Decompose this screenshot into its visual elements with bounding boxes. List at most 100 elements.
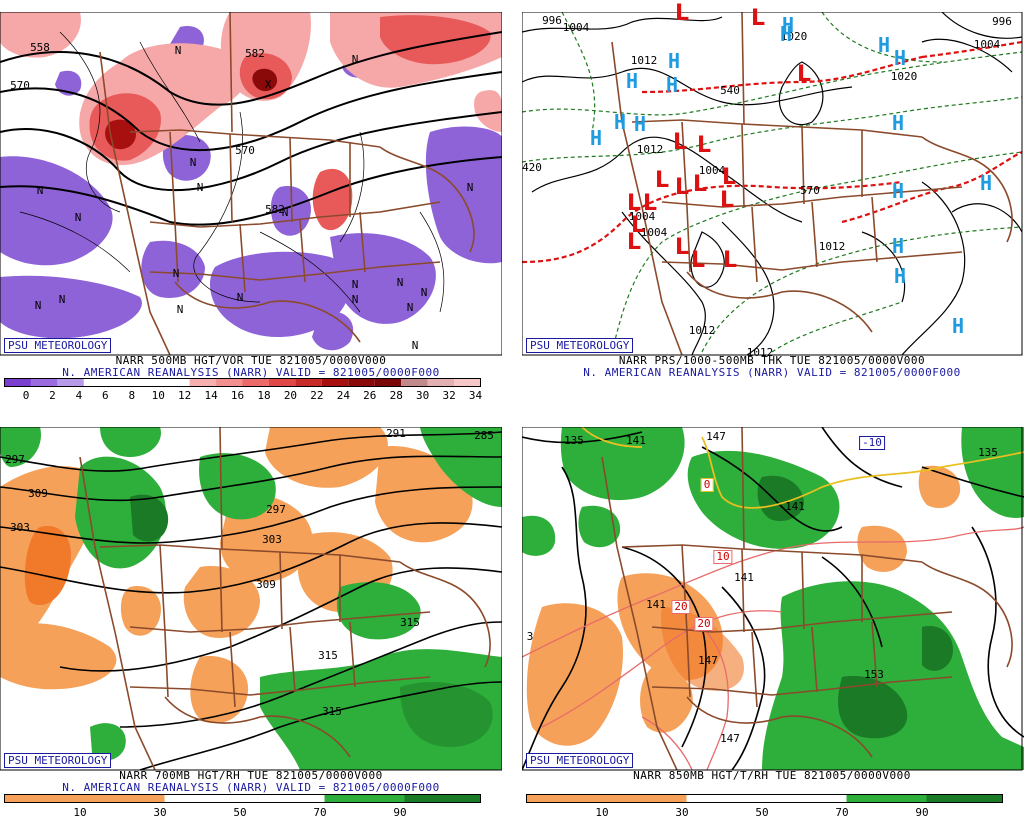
vort-max-marker: X (264, 78, 272, 91)
low-marker: L (721, 165, 737, 190)
colorbar-vorticity (4, 378, 481, 387)
high-marker: H (979, 171, 993, 195)
height-label: 285 (474, 429, 494, 442)
colorbar-label: 28 (389, 389, 403, 402)
colorbar-rh (4, 794, 481, 803)
colorbar-swatch (83, 378, 111, 387)
colorbar-label: 50 (233, 806, 247, 819)
height-label: 141 (785, 500, 805, 513)
panel-subtitle: N. AMERICAN REANALYSIS (NARR) VALID = 82… (583, 366, 961, 379)
height-label: 291 (386, 427, 406, 440)
vort-min-marker: N (420, 286, 428, 299)
height-label: 135 (564, 434, 584, 447)
height-label: 147 (706, 430, 726, 443)
panel-subtitle: N. AMERICAN REANALYSIS (NARR) VALID = 82… (62, 366, 440, 379)
isobar-label: 1004 (628, 210, 656, 223)
panel-850mb-temp-rh: 135 141 141 147 147 153 141 135 147 3 14… (522, 427, 1024, 819)
high-marker: H (951, 314, 965, 338)
contour-label: 582 (265, 203, 285, 216)
vorticity-map (0, 12, 502, 356)
colorbar-label: 24 (336, 389, 350, 402)
contour-label: 570 (10, 79, 30, 92)
high-marker: H (625, 69, 639, 93)
height-label: 3 (526, 630, 534, 643)
psu-meteorology-badge: PSU METEOROLOGY (4, 753, 112, 768)
colorbar-swatch (136, 378, 164, 387)
vort-min-marker: N (174, 44, 182, 57)
colorbar-label: 30 (416, 389, 430, 402)
panel-title: NARR 700MB HGT/RH TUE 821005/0000V000 (119, 769, 383, 782)
low-marker: L (626, 191, 642, 216)
isobar-label: 996 (992, 15, 1012, 28)
low-marker: L (672, 130, 688, 155)
height-label: 303 (10, 521, 30, 534)
vort-min-marker: N (281, 206, 289, 219)
colorbar-swatch (189, 378, 217, 387)
panel-title: NARR 500MB HGT/VOR TUE 821005/0000V000 (115, 354, 387, 367)
height-label: 297 (266, 503, 286, 516)
colorbar-rh (526, 794, 1003, 803)
height-label: 141 (626, 434, 646, 447)
colorbar-label: 0 (22, 389, 30, 402)
temp-label: 20 (671, 600, 691, 614)
isobar-label: 1004 (562, 21, 590, 34)
high-marker: H (589, 126, 603, 150)
colorbar-swatch (30, 378, 58, 387)
panel-500mb-vorticity: 558 570 582 570 582 N N N N N N N N N N … (0, 12, 502, 402)
colorbar-swatch (321, 378, 349, 387)
panel-pressure-thickness: 996 1004 1012 1020 1020 1012 1004 1004 1… (522, 3, 1024, 402)
low-marker: L (690, 248, 706, 273)
thickness-label: 540 (720, 84, 740, 97)
colorbar-swatch (163, 378, 190, 387)
colorbar-swatch (348, 378, 375, 387)
colorbar-label: 22 (310, 389, 324, 402)
vort-min-marker: N (196, 181, 204, 194)
colorbar-label: 6 (102, 389, 109, 402)
colorbar-label: 32 (442, 389, 456, 402)
low-marker: L (796, 62, 812, 87)
temp-label: 20 (694, 617, 714, 631)
colorbar-label: 20 (283, 389, 298, 402)
low-marker: L (674, 175, 690, 200)
temp-label: 10 (713, 550, 733, 564)
thickness-label: 570 (800, 184, 820, 197)
high-marker: H (665, 73, 679, 97)
height-label: 315 (322, 705, 342, 718)
panel-700mb-rh: 291 285 297 303 309 309 303 315 315 315 … (0, 427, 502, 819)
colorbar-label: 90 (393, 806, 407, 819)
colorbar-label: 50 (755, 806, 769, 819)
high-marker: H (877, 33, 891, 57)
high-marker: H (891, 111, 905, 135)
height-label: 297 (5, 453, 25, 466)
vort-min-marker: N (189, 156, 197, 169)
colorbar-swatch (374, 378, 402, 387)
low-marker: L (626, 230, 642, 255)
height-label: 315 (400, 616, 420, 629)
high-marker: H (891, 179, 905, 203)
height-label: 303 (262, 533, 282, 546)
vort-min-marker: N (411, 339, 419, 352)
high-marker: H (667, 49, 681, 73)
contour-label: 570 (235, 144, 255, 157)
height-label: 141 (646, 598, 666, 611)
vort-min-marker: N (34, 299, 42, 312)
high-marker: H (613, 110, 627, 134)
isobar-label: 1012 (636, 143, 664, 156)
colorbar-swatch (401, 378, 428, 387)
high-marker: H (893, 46, 907, 70)
height-label: 135 (978, 446, 998, 459)
colorbar-label: 30 (675, 806, 689, 819)
low-marker: L (674, 1, 690, 26)
isobar-label: 1012 (630, 54, 658, 67)
vort-min-marker: N (58, 293, 66, 306)
height-label: 141 (734, 571, 754, 584)
panel-title: NARR PRS/1000-500MB THK TUE 821005/0000V… (618, 354, 926, 367)
temp-label: -10 (859, 436, 885, 450)
height-label: 309 (256, 578, 276, 591)
low-marker: L (642, 191, 658, 216)
isobar-label: 1020 (780, 30, 808, 43)
isobar-label: 1012 (746, 346, 774, 359)
low-marker: L (674, 235, 690, 260)
colorbar-label: 70 (313, 806, 327, 819)
colorbar-label: 70 (835, 806, 849, 819)
